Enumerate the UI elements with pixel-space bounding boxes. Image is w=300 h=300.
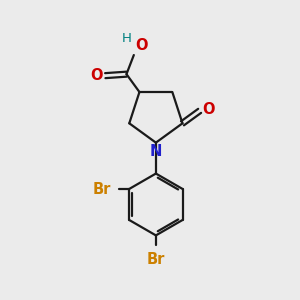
Text: O: O (202, 102, 215, 117)
Text: O: O (135, 38, 148, 53)
Text: Br: Br (92, 182, 111, 196)
Text: N: N (150, 143, 162, 158)
Text: O: O (90, 68, 102, 83)
Text: Br: Br (147, 252, 165, 267)
Text: H: H (122, 32, 131, 45)
